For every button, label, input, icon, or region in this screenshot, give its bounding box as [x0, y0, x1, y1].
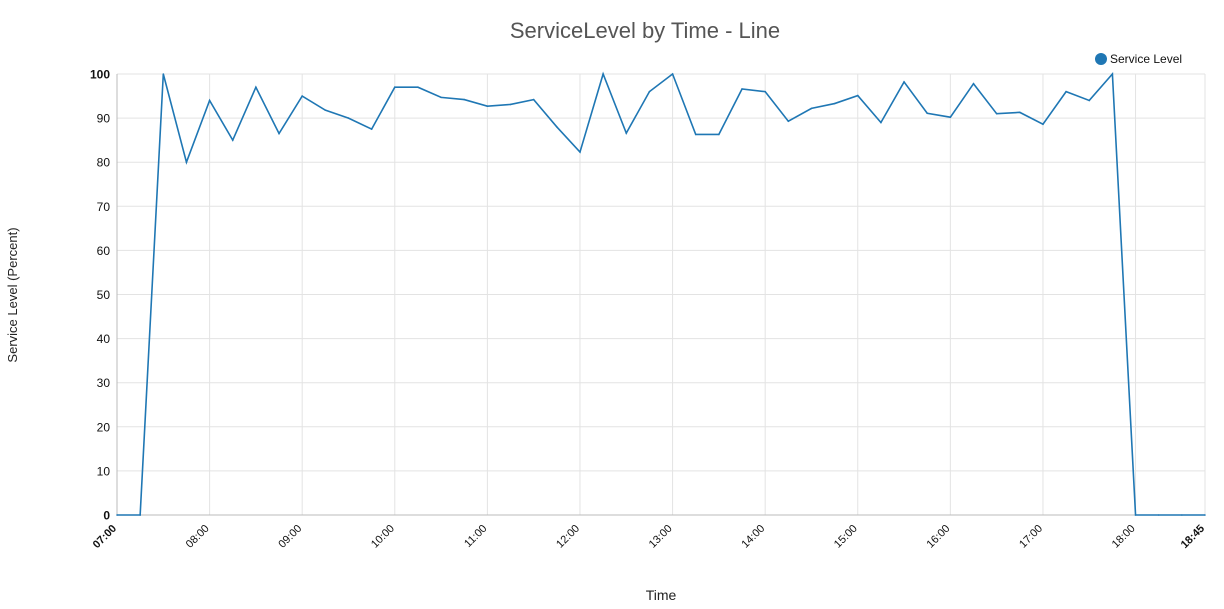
- y-tick-label: 70: [97, 200, 111, 214]
- data-point: [185, 161, 188, 163]
- y-tick-label: 60: [97, 244, 111, 258]
- data-point: [764, 90, 766, 93]
- x-tick-label: 13:00: [647, 523, 675, 551]
- x-tick-label: 14:00: [739, 523, 767, 551]
- data-point: [486, 105, 489, 107]
- data-point: [509, 103, 512, 106]
- data-point: [139, 514, 141, 516]
- data-point: [995, 112, 998, 115]
- x-tick-label: 07:00: [91, 523, 119, 551]
- data-point: [370, 128, 373, 130]
- y-tick-label: 100: [90, 68, 110, 82]
- grid: [116, 73, 1206, 516]
- y-tick-label: 50: [97, 288, 111, 302]
- x-tick-label: 08:00: [184, 523, 212, 551]
- y-tick-label: 30: [97, 376, 111, 390]
- data-point: [208, 99, 211, 102]
- data-point: [718, 133, 720, 136]
- data-point: [1111, 73, 1114, 75]
- data-point: [1019, 111, 1021, 114]
- series-group: [116, 71, 1206, 516]
- data-point: [579, 151, 581, 153]
- data-point: [417, 86, 419, 89]
- data-point: [347, 117, 350, 119]
- data-point: [116, 514, 118, 516]
- x-axis-label: Time: [646, 587, 677, 603]
- data-point: [1042, 123, 1044, 126]
- data-point: [694, 133, 697, 136]
- y-tick-label: 80: [97, 156, 111, 170]
- y-tick-label: 90: [97, 112, 111, 126]
- x-tick-label: 18:00: [1110, 523, 1138, 551]
- data-point: [671, 73, 674, 75]
- data-point: [602, 73, 604, 75]
- y-tick-label: 10: [97, 464, 111, 478]
- data-point: [231, 139, 234, 141]
- data-point: [1181, 514, 1183, 516]
- data-point: [278, 132, 280, 135]
- data-point: [556, 126, 558, 128]
- legend-label: Service Level: [1110, 52, 1182, 66]
- series-line-0: [117, 71, 1205, 516]
- data-point: [741, 88, 743, 90]
- x-tick-label: 18:45: [1179, 523, 1207, 551]
- data-point: [440, 96, 442, 99]
- y-tick-label: 40: [97, 332, 111, 346]
- data-point: [1157, 514, 1160, 516]
- data-point: [162, 73, 165, 75]
- x-tick-label: 17:00: [1017, 523, 1045, 551]
- data-point: [1134, 514, 1137, 516]
- x-tick-label: 10:00: [369, 523, 397, 551]
- x-tick-label: 09:00: [276, 523, 304, 551]
- legend-swatch: [1095, 53, 1107, 65]
- data-point: [255, 86, 257, 89]
- data-point: [903, 81, 905, 83]
- data-point: [926, 112, 929, 115]
- x-tick-label: 11:00: [462, 523, 489, 550]
- data-point: [787, 120, 790, 122]
- chart-title: ServiceLevel by Time - Line: [510, 18, 780, 43]
- data-point: [393, 86, 396, 89]
- x-tick-label: 12:00: [554, 523, 582, 551]
- data-point: [1065, 90, 1067, 93]
- y-tick-label: 20: [97, 420, 111, 434]
- data-point: [810, 107, 813, 110]
- x-tick-label: 16:00: [925, 523, 953, 551]
- data-point: [1088, 99, 1091, 102]
- data-point: [301, 95, 303, 97]
- legend: Service Level: [1095, 52, 1182, 66]
- x-tick-label: 15:00: [832, 523, 860, 551]
- data-point: [949, 116, 952, 119]
- data-point: [648, 90, 651, 93]
- axes: 0 10 20 30 40 50 60 70 80 90 100 07:00 08:00 09:00 10:…: [90, 68, 1207, 552]
- data-point: [625, 132, 628, 134]
- data-point: [532, 98, 535, 101]
- data-point: [880, 121, 882, 124]
- y-tick-label: 0: [103, 509, 110, 523]
- data-point: [833, 102, 836, 105]
- y-axis-label: Service Level (Percent): [5, 227, 20, 362]
- data-point: [324, 109, 327, 111]
- data-point: [1204, 514, 1206, 516]
- data-point: [856, 94, 859, 97]
- data-point: [972, 82, 975, 85]
- data-point: [463, 98, 466, 101]
